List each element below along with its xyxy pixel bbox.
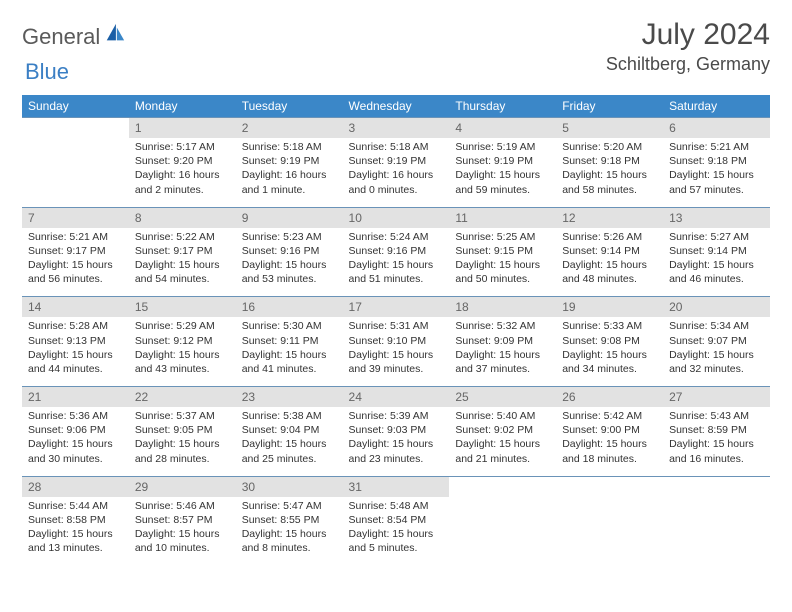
- day-number: 16: [236, 297, 343, 318]
- day-cell: Sunrise: 5:46 AMSunset: 8:57 PMDaylight:…: [129, 497, 236, 566]
- day-number: 29: [129, 476, 236, 497]
- day-cell: Sunrise: 5:17 AMSunset: 9:20 PMDaylight:…: [129, 138, 236, 207]
- day-cell: Sunrise: 5:38 AMSunset: 9:04 PMDaylight:…: [236, 407, 343, 476]
- day-cell: [449, 497, 556, 566]
- day-cell: Sunrise: 5:40 AMSunset: 9:02 PMDaylight:…: [449, 407, 556, 476]
- day-cell: Sunrise: 5:18 AMSunset: 9:19 PMDaylight:…: [236, 138, 343, 207]
- calendar-body: 123456Sunrise: 5:17 AMSunset: 9:20 PMDay…: [22, 118, 770, 566]
- day-content-row: Sunrise: 5:44 AMSunset: 8:58 PMDaylight:…: [22, 497, 770, 566]
- day-cell: Sunrise: 5:34 AMSunset: 9:07 PMDaylight:…: [663, 317, 770, 386]
- day-cell: Sunrise: 5:43 AMSunset: 8:59 PMDaylight:…: [663, 407, 770, 476]
- day-number: 28: [22, 476, 129, 497]
- day-number: [22, 118, 129, 139]
- day-number: 15: [129, 297, 236, 318]
- logo-text-general: General: [22, 24, 100, 50]
- day-cell: Sunrise: 5:39 AMSunset: 9:03 PMDaylight:…: [343, 407, 450, 476]
- day-number: 30: [236, 476, 343, 497]
- month-title: July 2024: [606, 18, 770, 52]
- day-number: 9: [236, 207, 343, 228]
- day-content-row: Sunrise: 5:17 AMSunset: 9:20 PMDaylight:…: [22, 138, 770, 207]
- day-number: 18: [449, 297, 556, 318]
- day-header: Tuesday: [236, 95, 343, 118]
- day-cell: Sunrise: 5:32 AMSunset: 9:09 PMDaylight:…: [449, 317, 556, 386]
- day-header: Thursday: [449, 95, 556, 118]
- day-cell: Sunrise: 5:48 AMSunset: 8:54 PMDaylight:…: [343, 497, 450, 566]
- day-content-row: Sunrise: 5:21 AMSunset: 9:17 PMDaylight:…: [22, 228, 770, 297]
- day-header: Monday: [129, 95, 236, 118]
- day-cell: Sunrise: 5:24 AMSunset: 9:16 PMDaylight:…: [343, 228, 450, 297]
- day-cell: Sunrise: 5:21 AMSunset: 9:18 PMDaylight:…: [663, 138, 770, 207]
- day-number: 5: [556, 118, 663, 139]
- day-cell: Sunrise: 5:36 AMSunset: 9:06 PMDaylight:…: [22, 407, 129, 476]
- day-cell: Sunrise: 5:29 AMSunset: 9:12 PMDaylight:…: [129, 317, 236, 386]
- calendar-table: SundayMondayTuesdayWednesdayThursdayFrid…: [22, 95, 770, 565]
- day-cell: Sunrise: 5:47 AMSunset: 8:55 PMDaylight:…: [236, 497, 343, 566]
- day-number: 14: [22, 297, 129, 318]
- day-number-row: 28293031: [22, 476, 770, 497]
- day-header: Wednesday: [343, 95, 450, 118]
- logo-sail-icon: [104, 22, 126, 44]
- day-cell: Sunrise: 5:30 AMSunset: 9:11 PMDaylight:…: [236, 317, 343, 386]
- day-cell: [22, 138, 129, 207]
- day-number: 27: [663, 387, 770, 408]
- day-content-row: Sunrise: 5:28 AMSunset: 9:13 PMDaylight:…: [22, 317, 770, 386]
- logo: General: [22, 24, 128, 50]
- day-number: 20: [663, 297, 770, 318]
- day-number-row: 21222324252627: [22, 387, 770, 408]
- day-header: Saturday: [663, 95, 770, 118]
- day-number-row: 78910111213: [22, 207, 770, 228]
- day-cell: Sunrise: 5:21 AMSunset: 9:17 PMDaylight:…: [22, 228, 129, 297]
- day-cell: Sunrise: 5:31 AMSunset: 9:10 PMDaylight:…: [343, 317, 450, 386]
- day-cell: [556, 497, 663, 566]
- day-number-row: 14151617181920: [22, 297, 770, 318]
- day-number: 4: [449, 118, 556, 139]
- day-header: Sunday: [22, 95, 129, 118]
- day-number: 31: [343, 476, 450, 497]
- day-number-row: 123456: [22, 118, 770, 139]
- day-number: 7: [22, 207, 129, 228]
- day-number: 8: [129, 207, 236, 228]
- day-number: 1: [129, 118, 236, 139]
- day-header: Friday: [556, 95, 663, 118]
- day-number: 23: [236, 387, 343, 408]
- day-cell: Sunrise: 5:33 AMSunset: 9:08 PMDaylight:…: [556, 317, 663, 386]
- day-number: [663, 476, 770, 497]
- day-number: 12: [556, 207, 663, 228]
- logo-text-blue: Blue: [25, 59, 69, 84]
- day-number: 25: [449, 387, 556, 408]
- day-cell: Sunrise: 5:25 AMSunset: 9:15 PMDaylight:…: [449, 228, 556, 297]
- day-cell: Sunrise: 5:26 AMSunset: 9:14 PMDaylight:…: [556, 228, 663, 297]
- day-number: 2: [236, 118, 343, 139]
- day-cell: Sunrise: 5:20 AMSunset: 9:18 PMDaylight:…: [556, 138, 663, 207]
- day-number: 11: [449, 207, 556, 228]
- day-number: 24: [343, 387, 450, 408]
- day-number: 3: [343, 118, 450, 139]
- day-cell: Sunrise: 5:28 AMSunset: 9:13 PMDaylight:…: [22, 317, 129, 386]
- day-number: 6: [663, 118, 770, 139]
- day-cell: Sunrise: 5:18 AMSunset: 9:19 PMDaylight:…: [343, 138, 450, 207]
- day-number: 13: [663, 207, 770, 228]
- day-header-row: SundayMondayTuesdayWednesdayThursdayFrid…: [22, 95, 770, 118]
- day-cell: Sunrise: 5:42 AMSunset: 9:00 PMDaylight:…: [556, 407, 663, 476]
- day-number: 17: [343, 297, 450, 318]
- day-cell: Sunrise: 5:19 AMSunset: 9:19 PMDaylight:…: [449, 138, 556, 207]
- day-number: 26: [556, 387, 663, 408]
- day-number: 19: [556, 297, 663, 318]
- day-cell: Sunrise: 5:44 AMSunset: 8:58 PMDaylight:…: [22, 497, 129, 566]
- day-content-row: Sunrise: 5:36 AMSunset: 9:06 PMDaylight:…: [22, 407, 770, 476]
- day-number: 10: [343, 207, 450, 228]
- day-number: [449, 476, 556, 497]
- day-cell: [663, 497, 770, 566]
- day-number: [556, 476, 663, 497]
- day-cell: Sunrise: 5:23 AMSunset: 9:16 PMDaylight:…: [236, 228, 343, 297]
- day-cell: Sunrise: 5:27 AMSunset: 9:14 PMDaylight:…: [663, 228, 770, 297]
- day-number: 22: [129, 387, 236, 408]
- day-cell: Sunrise: 5:22 AMSunset: 9:17 PMDaylight:…: [129, 228, 236, 297]
- day-cell: Sunrise: 5:37 AMSunset: 9:05 PMDaylight:…: [129, 407, 236, 476]
- day-number: 21: [22, 387, 129, 408]
